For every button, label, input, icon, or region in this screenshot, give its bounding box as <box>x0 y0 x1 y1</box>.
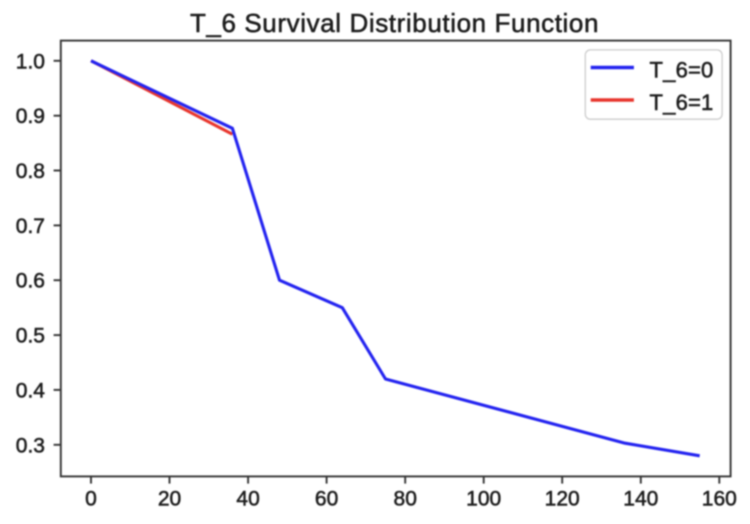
svg-text:60: 60 <box>315 488 338 511</box>
svg-text:160: 160 <box>702 488 737 511</box>
svg-text:1.0: 1.0 <box>16 50 45 73</box>
svg-text:20: 20 <box>158 488 181 511</box>
svg-text:120: 120 <box>545 488 580 511</box>
svg-text:0.8: 0.8 <box>16 160 45 183</box>
svg-text:T_6 Survival Distribution Func: T_6 Survival Distribution Function <box>190 8 599 38</box>
svg-text:0: 0 <box>85 488 97 511</box>
svg-text:80: 80 <box>394 488 417 511</box>
svg-text:T_6=0: T_6=0 <box>650 58 714 83</box>
svg-text:0.7: 0.7 <box>16 215 45 238</box>
svg-text:140: 140 <box>623 488 658 511</box>
svg-text:40: 40 <box>236 488 259 511</box>
svg-text:100: 100 <box>466 488 501 511</box>
svg-text:0.5: 0.5 <box>16 325 45 348</box>
svg-text:0.3: 0.3 <box>16 434 45 457</box>
svg-text:T_6=1: T_6=1 <box>650 90 714 115</box>
svg-text:0.6: 0.6 <box>16 270 45 293</box>
svg-text:0.9: 0.9 <box>16 105 45 128</box>
svg-text:0.4: 0.4 <box>16 379 46 402</box>
